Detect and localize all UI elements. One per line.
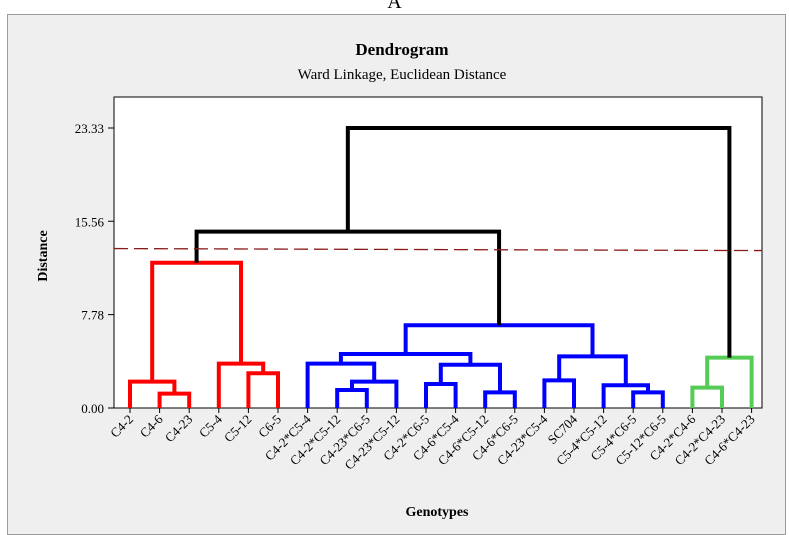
y-axis: 0.00 7.78 15.56 23.33: [75, 121, 114, 416]
dendrogram-branch: [438, 362, 502, 393]
dendrogram-branch: [157, 391, 192, 408]
dendrogram-branch: [305, 361, 377, 408]
panel-label: A: [387, 0, 402, 13]
chart-subtitle: Ward Linkage, Euclidean Distance: [298, 67, 507, 83]
cut-line-group: [113, 247, 763, 252]
y-tick-label: 15.56: [75, 214, 105, 229]
dendrogram-branch: [705, 355, 754, 408]
plot-area: [113, 96, 763, 409]
dendrogram-branch: [424, 381, 458, 408]
dendrogram-branch: [216, 361, 266, 408]
leaf-label: C4-6: [137, 411, 166, 440]
dendrogram-branch: [483, 390, 517, 408]
y-tick-label: 7.78: [81, 308, 104, 323]
y-axis-label: Distance: [36, 230, 51, 281]
dendrogram-branch: [345, 126, 732, 358]
dendrogram-branch: [194, 229, 502, 326]
dendrogram-branches: [128, 126, 754, 408]
dendrogram-branch: [631, 390, 665, 408]
y-tick-label: 23.33: [75, 121, 104, 136]
cut-line: [113, 247, 763, 252]
leaf-label: C5-12: [221, 412, 255, 446]
y-tick-label: 0.00: [81, 401, 104, 416]
leaf-label: C5-4: [196, 411, 225, 440]
leaf-label: C4-23: [162, 412, 196, 446]
dendrogram-branch: [557, 354, 628, 386]
leaf-labels: C4-2 C4-6C4-23 C5-4C5-12 C6-5C4-2*C5-4C4-2*…: [107, 408, 758, 473]
leaf-label: C4-2: [107, 412, 136, 441]
x-axis-label: Genotypes: [406, 505, 470, 520]
chart-title: Dendrogram: [355, 40, 448, 59]
dendrogram-branch: [601, 383, 650, 408]
